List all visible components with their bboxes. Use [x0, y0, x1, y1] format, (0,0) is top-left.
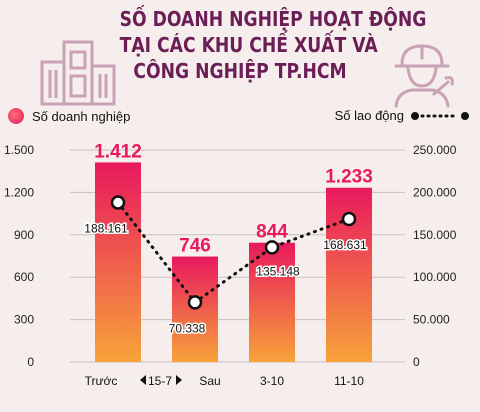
bar: [249, 242, 295, 362]
line-value-label: 70.338: [169, 321, 206, 335]
line-point: [264, 240, 280, 255]
left-tick-label: 0: [27, 355, 34, 369]
bar-value-label: 1.412: [94, 141, 142, 162]
line-value-label: 188.161: [84, 221, 128, 235]
x-tick-label: Trước: [85, 374, 118, 388]
legend-bar: Số doanh nghiệp: [8, 108, 130, 124]
x-tick-label: 15-7: [148, 374, 172, 388]
bar: [95, 162, 141, 362]
worker-icon: [394, 44, 454, 108]
legend-bar-swatch: [8, 108, 24, 124]
right-tick-label: 150.000: [413, 228, 457, 242]
bar-value-label: 844: [256, 222, 288, 243]
arrow-right-icon: [176, 375, 182, 385]
bar-value-label: 1.233: [325, 167, 373, 188]
right-tick-label: 100.000: [413, 270, 457, 284]
x-tick-label: 3-10: [260, 374, 284, 388]
line-point: [341, 211, 357, 227]
left-tick-label: 900: [14, 228, 34, 242]
title-line-2: TẠI CÁC KHU CHẾ XUẤT VÀ: [119, 33, 378, 57]
line-point: [110, 195, 126, 210]
title-line-3: CÔNG NGHIỆP TP.HCM: [133, 59, 347, 83]
line-value-label: 168.631: [323, 238, 367, 252]
bar-value-label: 746: [179, 236, 211, 257]
legend-line: Số lao động: [335, 108, 470, 123]
line-value-label: 135.148: [256, 264, 300, 278]
arrow-left-icon: [140, 375, 146, 385]
line-series: [116, 200, 351, 305]
left-tick-label: 600: [14, 270, 34, 284]
right-tick-label: 50.000: [413, 313, 450, 327]
left-tick-label: 1.200: [4, 185, 34, 199]
x-tick-label: 11-10: [334, 374, 364, 388]
left-tick-label: 300: [14, 313, 34, 327]
right-tick-label: 0: [413, 355, 420, 369]
legend-line-swatch: [411, 111, 469, 120]
legend-line-label: Số lao động: [334, 108, 404, 123]
right-tick-label: 200.000: [413, 185, 457, 199]
right-tick-label: 250.000: [413, 143, 457, 157]
left-tick-label: 1.500: [4, 143, 34, 157]
line-point: [187, 295, 203, 310]
building-icon: [40, 40, 116, 106]
legend-bar-label: Số doanh nghiệp: [32, 108, 131, 124]
x-tick-label: Sau: [199, 374, 220, 388]
